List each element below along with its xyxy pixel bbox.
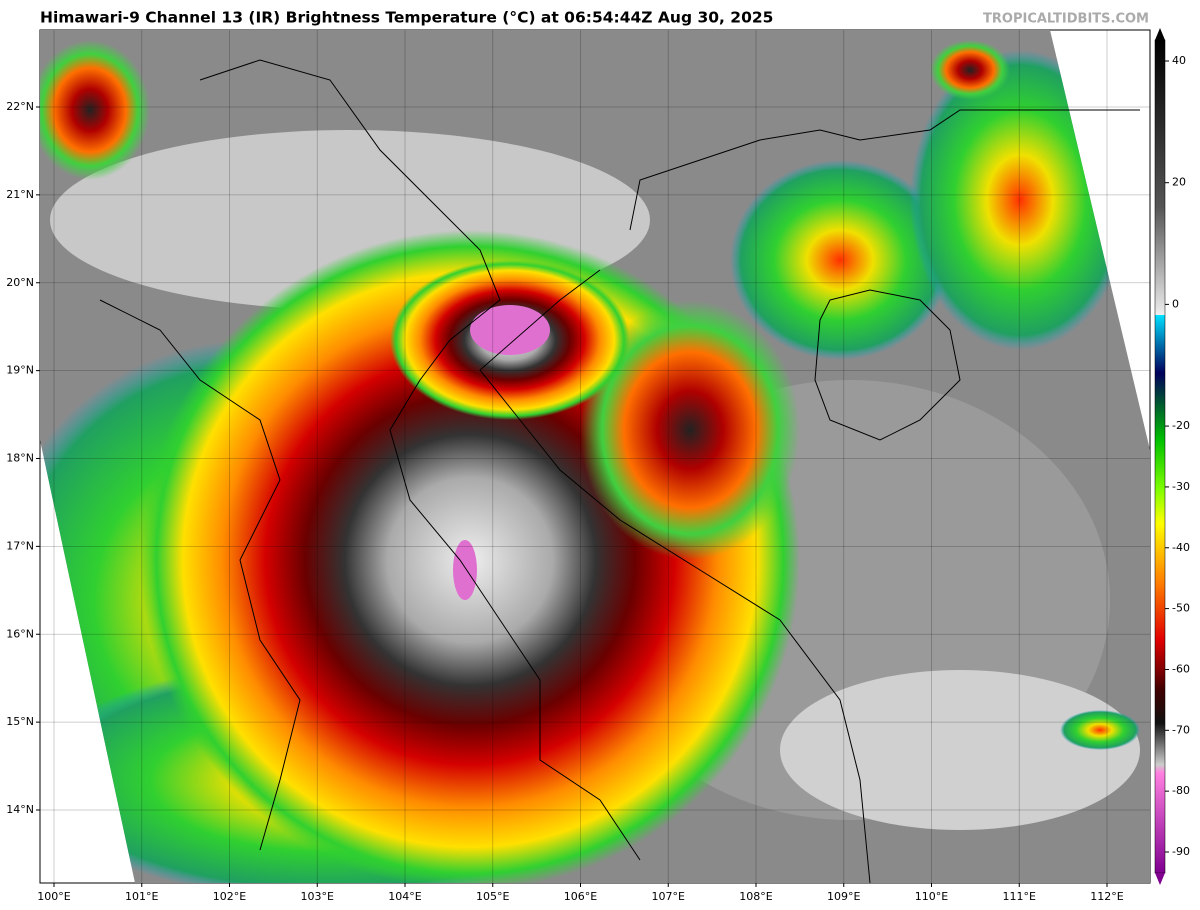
lon-label: 107°E — [652, 890, 685, 903]
colorbar-label: -60 — [1172, 662, 1190, 675]
colorbar-extend-top — [1155, 28, 1165, 40]
lon-label: 112°E — [1090, 890, 1123, 903]
lon-label: 103°E — [301, 890, 334, 903]
colorbar-label: 0 — [1172, 297, 1179, 310]
lat-label: 19°N — [6, 364, 34, 377]
lat-label: 18°N — [6, 452, 34, 465]
lon-label: 111°E — [1003, 890, 1036, 903]
watermark: TROPICALTIDBITS.COM — [983, 12, 1149, 27]
lon-label: 105°E — [476, 890, 509, 903]
lon-label: 100°E — [37, 890, 70, 903]
lon-label: 108°E — [739, 890, 772, 903]
lon-label: 104°E — [388, 890, 421, 903]
colorbar — [1154, 39, 1166, 874]
colorbar-label: -40 — [1172, 541, 1190, 554]
colorbar-label: -80 — [1172, 784, 1190, 797]
lon-label: 109°E — [827, 890, 860, 903]
lon-label: 106°E — [564, 890, 597, 903]
colorbar-label: -50 — [1172, 602, 1190, 615]
lat-label: 14°N — [6, 803, 34, 816]
lon-label: 101°E — [125, 890, 158, 903]
colorbar-label: -70 — [1172, 723, 1190, 736]
lat-label: 22°N — [6, 100, 34, 113]
lat-label: 17°N — [6, 539, 34, 552]
lat-label: 21°N — [6, 188, 34, 201]
colorbar-label: -90 — [1172, 845, 1190, 858]
title: Himawari-9 Channel 13 (IR) Brightness Te… — [40, 9, 773, 27]
colorbar-label: -30 — [1172, 480, 1190, 493]
lat-label: 16°N — [6, 627, 34, 640]
graticule — [40, 30, 1150, 883]
lat-label: 15°N — [6, 715, 34, 728]
lon-label: 110°E — [915, 890, 948, 903]
colorbar-label: 20 — [1172, 176, 1186, 189]
coastlines — [99, 59, 1140, 884]
colorbar-label: -20 — [1172, 419, 1190, 432]
lon-label: 102°E — [213, 890, 246, 903]
satellite-imagery — [40, 30, 1150, 883]
lat-label: 20°N — [6, 276, 34, 289]
colorbar-extend-bottom — [1155, 873, 1165, 885]
colorbar-label: 40 — [1172, 54, 1186, 67]
